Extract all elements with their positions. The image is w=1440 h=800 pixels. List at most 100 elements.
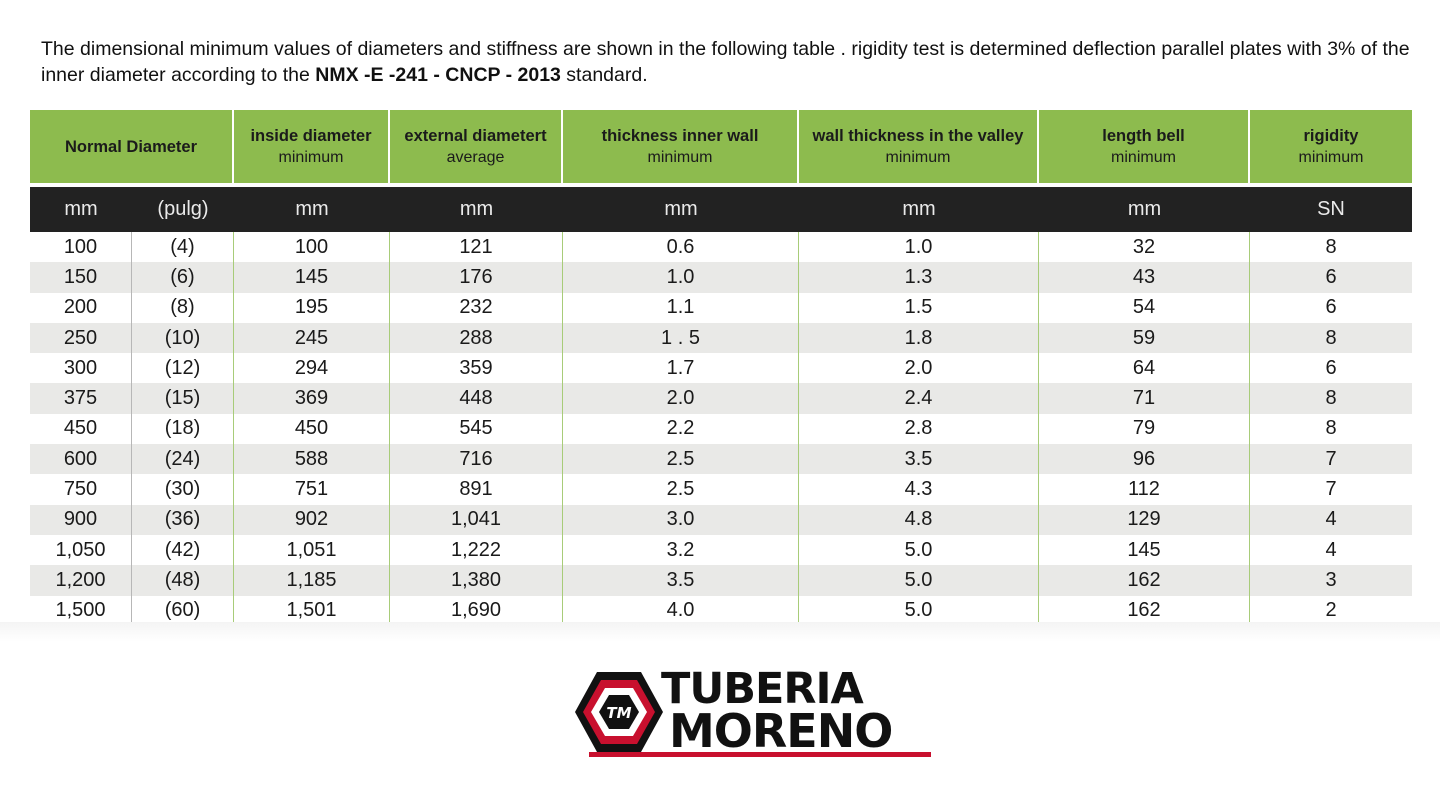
header-sub: minimum: [1298, 148, 1364, 166]
table-cell: 1,200: [30, 565, 132, 596]
table-cell: 54: [1039, 292, 1250, 323]
table-cell: 1,051: [234, 534, 390, 566]
table-row: 300 (12) 294 359 1.7 2.0 64 6: [30, 353, 1412, 384]
table-cell: 8: [1325, 326, 1337, 349]
table-cell: 32: [1039, 232, 1250, 263]
table-cell: 176: [390, 262, 563, 293]
unit-cell: mm: [295, 198, 329, 220]
tuberia-moreno-logo: TM TUBERIA MORENO: [573, 664, 933, 763]
table-cell: 245: [234, 322, 390, 354]
table-cell: 1.0: [799, 232, 1039, 263]
table-cell: 4.0: [563, 595, 799, 626]
intro-text: The dimensional minimum values of diamet…: [41, 38, 1410, 86]
unit-cell: mm: [459, 198, 494, 220]
table-cell: 3.5: [563, 565, 799, 596]
header-inside-diameter: inside diameter minimum: [234, 110, 390, 183]
table-cell: 5.0: [799, 595, 1039, 626]
table-cell: 8: [1325, 417, 1337, 440]
header-sub: minimum: [885, 148, 951, 166]
table-cell: 6: [1325, 296, 1337, 319]
table-cell: 100: [30, 232, 132, 263]
intro-text-end: standard.: [560, 64, 648, 86]
table-cell: (18): [132, 413, 234, 445]
table-row: 150 (6) 145 176 1.0 1.3 43 6: [30, 262, 1412, 293]
table-cell: 162: [1039, 595, 1250, 626]
table-cell: 3.0: [563, 504, 799, 535]
table-row: 600 (24) 588 716 2.5 3.5 96 7: [30, 444, 1412, 475]
table-cell: (24): [132, 444, 234, 475]
table-cell: 59: [1039, 322, 1250, 354]
table-cell: 2.5: [563, 444, 799, 475]
table-cell: 5.0: [799, 565, 1039, 596]
table-cell: 8: [1325, 387, 1337, 410]
table-cell: 7: [1325, 447, 1337, 470]
header-sub: minimum: [647, 148, 713, 166]
table-cell: 3.2: [563, 534, 799, 566]
table-cell: 2.8: [799, 413, 1039, 445]
table-row: 450 (18) 450 545 2.2 2.8 79 8: [30, 413, 1412, 445]
table-cell: 288: [390, 322, 563, 354]
table-row: 375 (15) 369 448 2.0 2.4 71 8: [30, 383, 1412, 414]
unit-cell: SN: [1317, 198, 1345, 220]
table-cell: 200: [30, 292, 132, 323]
table-cell: 1.8: [799, 322, 1039, 354]
header-sub: minimum: [278, 148, 344, 166]
logo-underline: [589, 752, 931, 757]
unit-cell: mm: [902, 198, 936, 220]
table-cell: 4: [1325, 538, 1337, 561]
logo-line-2: MORENO: [669, 704, 893, 758]
table-cell: 162: [1039, 565, 1250, 596]
table-cell: 450: [234, 413, 390, 445]
header-external-diameter: external diametert average: [390, 110, 563, 183]
table-row: 100 (4) 100 121 0.6 1.0 32 8: [30, 232, 1412, 263]
table-cell: 1 . 5: [563, 322, 799, 354]
table-cell: 1,222: [390, 534, 563, 566]
table-cell: 6: [1325, 356, 1337, 379]
table-cell: 0.6: [563, 232, 799, 263]
table-cell: 2.5: [563, 474, 799, 505]
table-cell: 450: [30, 413, 132, 445]
table-cell: 1.7: [563, 353, 799, 384]
table-cell: 121: [390, 232, 563, 263]
table-cell: 588: [234, 444, 390, 475]
table-cell: 6: [1325, 265, 1337, 288]
table-row: 1,200 (48) 1,185 1,380 3.5 5.0 162 3: [30, 565, 1412, 596]
table-cell: (30): [132, 474, 234, 505]
header-sub: minimum: [1111, 148, 1176, 166]
table-cell: 600: [30, 444, 132, 475]
table-cell: 64: [1039, 353, 1250, 384]
table-cell: 2.4: [799, 383, 1039, 414]
table-cell: 300: [30, 353, 132, 384]
table-cell: 145: [1039, 534, 1250, 566]
table-cell: (10): [132, 322, 234, 354]
table-cell: 250: [30, 322, 132, 354]
table-cell: 232: [390, 292, 563, 323]
header-title: thickness inner wall: [601, 126, 759, 145]
table-cell: 100: [234, 232, 390, 263]
table-header: Normal Diameter inside diameter minimum …: [30, 110, 1412, 183]
table-cell: 900: [30, 504, 132, 535]
table-cell: 2.0: [799, 353, 1039, 384]
logo-line-1: TUBERIA: [661, 664, 864, 714]
table-cell: 4.8: [799, 504, 1039, 535]
header-thickness-inner-wall: thickness inner wall minimum: [563, 110, 799, 183]
table-row: 1,050 (42) 1,051 1,222 3.2 5.0 145 4: [30, 534, 1412, 566]
header-sub: average: [446, 148, 505, 166]
table-cell: 71: [1039, 383, 1250, 414]
table-body: 100 (4) 100 121 0.6 1.0 32 8 150 (6) 145 176 1.0 1.3 4…: [30, 232, 1412, 626]
table-cell: 112: [1039, 474, 1250, 505]
table-cell: 1,500: [30, 595, 132, 626]
table-cell: 2.2: [563, 413, 799, 445]
table-cell: (8): [132, 292, 234, 323]
table-cell: (15): [132, 383, 234, 414]
table-cell: 195: [234, 292, 390, 323]
table-cell: 7: [1325, 478, 1337, 501]
table-cell: 891: [390, 474, 563, 505]
table-cell: 1,690: [390, 595, 563, 626]
table-cell: (48): [132, 565, 234, 596]
table-row: 250 (10) 245 288 1 . 5 1.8 59 8: [30, 322, 1412, 354]
table-cell: 2: [1325, 599, 1337, 622]
header-wall-thickness-valley: wall thickness in the valley minimum: [799, 110, 1039, 183]
hexagon-logo-icon: TM: [575, 672, 663, 752]
table-cell: 79: [1039, 413, 1250, 445]
